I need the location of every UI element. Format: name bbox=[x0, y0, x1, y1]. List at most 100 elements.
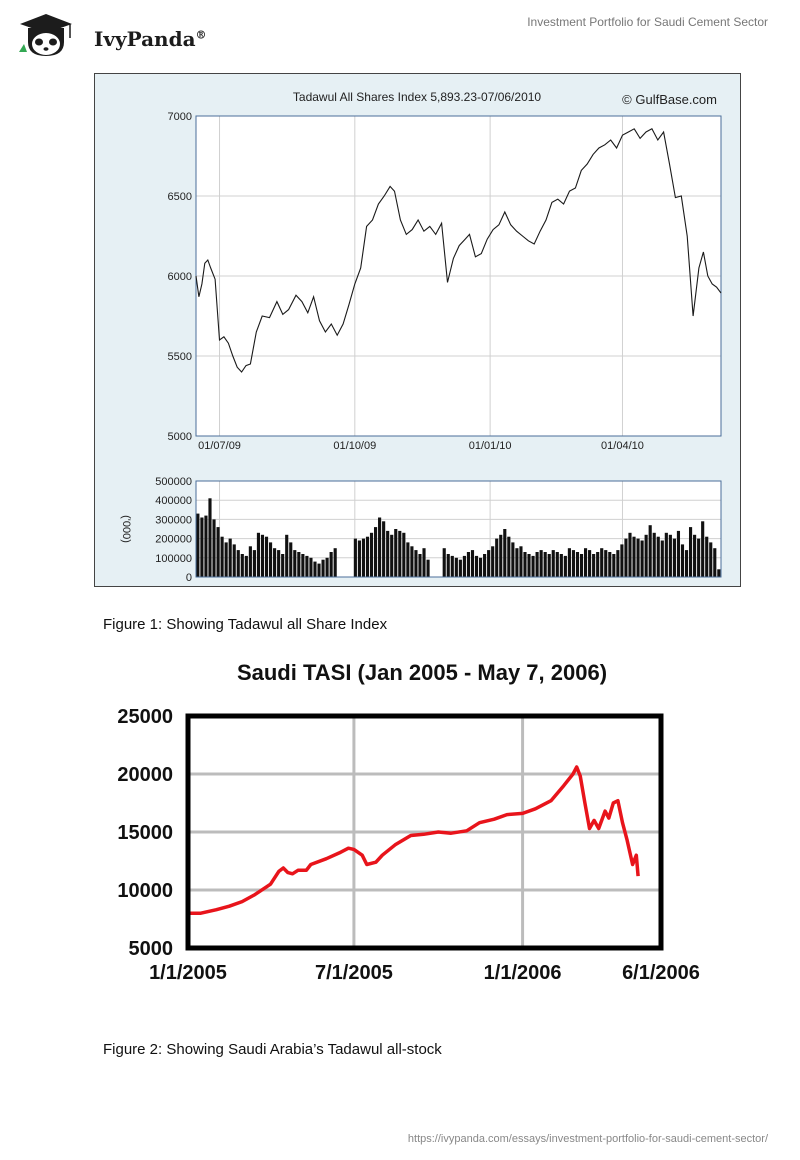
y-tick-label: 10000 bbox=[117, 880, 173, 902]
volume-bar bbox=[204, 515, 208, 577]
y-tick-label: 6000 bbox=[168, 271, 192, 283]
volume-bar bbox=[236, 550, 240, 577]
volume-bar bbox=[458, 559, 462, 577]
volume-bar bbox=[277, 550, 281, 577]
volume-bar bbox=[426, 559, 430, 577]
volume-bar bbox=[317, 563, 321, 577]
volume-bar bbox=[442, 548, 446, 577]
volume-bar bbox=[297, 552, 301, 577]
volume-bar bbox=[515, 548, 519, 577]
volume-bar bbox=[357, 540, 361, 577]
source-label: © GulfBase.com bbox=[622, 92, 717, 107]
volume-y-tick-label: 100000 bbox=[155, 553, 192, 565]
volume-bar bbox=[212, 519, 216, 577]
volume-bar bbox=[523, 552, 527, 577]
volume-bar bbox=[608, 552, 612, 577]
volume-bar bbox=[483, 554, 487, 577]
volume-bar bbox=[252, 550, 256, 577]
volume-bar bbox=[664, 532, 668, 577]
volume-bar bbox=[268, 542, 273, 577]
volume-bar bbox=[672, 538, 676, 577]
volume-bar bbox=[260, 534, 265, 577]
volume-bar bbox=[289, 542, 293, 577]
volume-bar bbox=[499, 534, 503, 577]
volume-bar bbox=[688, 527, 693, 577]
volume-bar bbox=[495, 538, 499, 577]
volume-bar bbox=[228, 538, 232, 577]
volume-y-tick-label: 200000 bbox=[155, 534, 192, 546]
x-tick-label: 1/1/2005 bbox=[149, 962, 227, 984]
volume-bar bbox=[519, 546, 523, 577]
volume-bar bbox=[305, 555, 309, 577]
volume-bar bbox=[309, 557, 313, 577]
y-tick-label: 5000 bbox=[168, 431, 192, 443]
volume-bar bbox=[353, 538, 357, 577]
y-tick-label: 20000 bbox=[117, 764, 173, 786]
volume-bar bbox=[244, 555, 248, 577]
volume-bar bbox=[293, 550, 297, 577]
volume-bar bbox=[684, 550, 689, 577]
figure-1-tadawul-chart: Tadawul All Shares Index 5,893.23-07/06/… bbox=[94, 73, 741, 587]
volume-y-tick-label: 0 bbox=[186, 572, 192, 584]
volume-bar bbox=[592, 554, 596, 577]
volume-bar bbox=[365, 536, 370, 577]
volume-bar bbox=[668, 534, 672, 577]
volume-bar bbox=[571, 550, 576, 577]
volume-bar bbox=[378, 517, 382, 577]
volume-bar bbox=[507, 536, 511, 577]
volume-bar bbox=[414, 550, 418, 577]
volume-bar bbox=[454, 557, 458, 577]
volume-bar bbox=[680, 544, 685, 577]
volume-bar bbox=[616, 550, 620, 577]
volume-bar bbox=[660, 540, 664, 577]
x-tick-label: 01/07/09 bbox=[198, 440, 241, 452]
volume-bar bbox=[248, 546, 252, 577]
figure-2-tasi-chart: Saudi TASI (Jan 2005 - May 7, 2006) 1/1/2… bbox=[100, 650, 720, 1000]
y-tick-label: 5000 bbox=[129, 938, 174, 960]
volume-bar bbox=[321, 559, 325, 577]
volume-bar bbox=[579, 554, 584, 577]
volume-bar bbox=[264, 536, 269, 577]
volume-bar bbox=[325, 557, 329, 577]
volume-bar bbox=[478, 557, 483, 577]
y-tick-label: 15000 bbox=[117, 822, 173, 844]
tasi-line-chart: Saudi TASI (Jan 2005 - May 7, 2006) 1/1/2… bbox=[117, 660, 700, 984]
volume-bar bbox=[693, 534, 697, 577]
volume-y-tick-label: 500000 bbox=[155, 476, 192, 488]
figure-1-caption: Figure 1: Showing Tadawul all Share Inde… bbox=[103, 616, 388, 633]
tadawul-index-chart: Tadawul All Shares Index 5,893.23-07/06/… bbox=[120, 90, 722, 584]
chart-title: Tadawul All Shares Index 5,893.23-07/06/… bbox=[293, 90, 542, 104]
volume-bar bbox=[612, 554, 616, 577]
index-series-line bbox=[195, 128, 722, 373]
ivypanda-logo[interactable]: IvyPanda® bbox=[14, 8, 214, 60]
volume-bar bbox=[535, 552, 539, 577]
x-tick-label: 01/10/09 bbox=[333, 440, 376, 452]
volume-bar bbox=[208, 498, 212, 577]
volume-bar bbox=[240, 554, 244, 577]
volume-bar bbox=[636, 538, 640, 577]
volume-bar bbox=[527, 554, 531, 577]
volume-bar bbox=[313, 561, 317, 577]
volume-bar bbox=[224, 542, 228, 577]
volume-bar bbox=[640, 540, 644, 577]
volume-bar bbox=[394, 529, 398, 577]
volume-bar bbox=[196, 513, 200, 577]
volume-bar bbox=[583, 548, 588, 577]
volume-bar bbox=[446, 554, 450, 577]
volume-bar bbox=[543, 552, 547, 577]
volume-bar bbox=[373, 527, 378, 577]
volume-bar bbox=[487, 550, 491, 577]
volume-bar bbox=[555, 552, 559, 577]
volume-bar bbox=[644, 534, 648, 577]
panda-logo-icon bbox=[19, 14, 72, 56]
y-tick-label: 7000 bbox=[168, 111, 192, 123]
volume-bar bbox=[632, 536, 636, 577]
x-tick-label: 6/1/2006 bbox=[622, 962, 700, 984]
volume-y-tick-label: 300000 bbox=[155, 514, 192, 526]
volume-bar bbox=[503, 529, 507, 577]
source-url[interactable]: https://ivypanda.com/essays/investment-p… bbox=[407, 1133, 768, 1145]
volume-bar bbox=[713, 548, 717, 577]
x-tick-label: 01/01/10 bbox=[469, 440, 512, 452]
volume-plot-border bbox=[195, 480, 722, 578]
volume-bar bbox=[398, 530, 402, 577]
